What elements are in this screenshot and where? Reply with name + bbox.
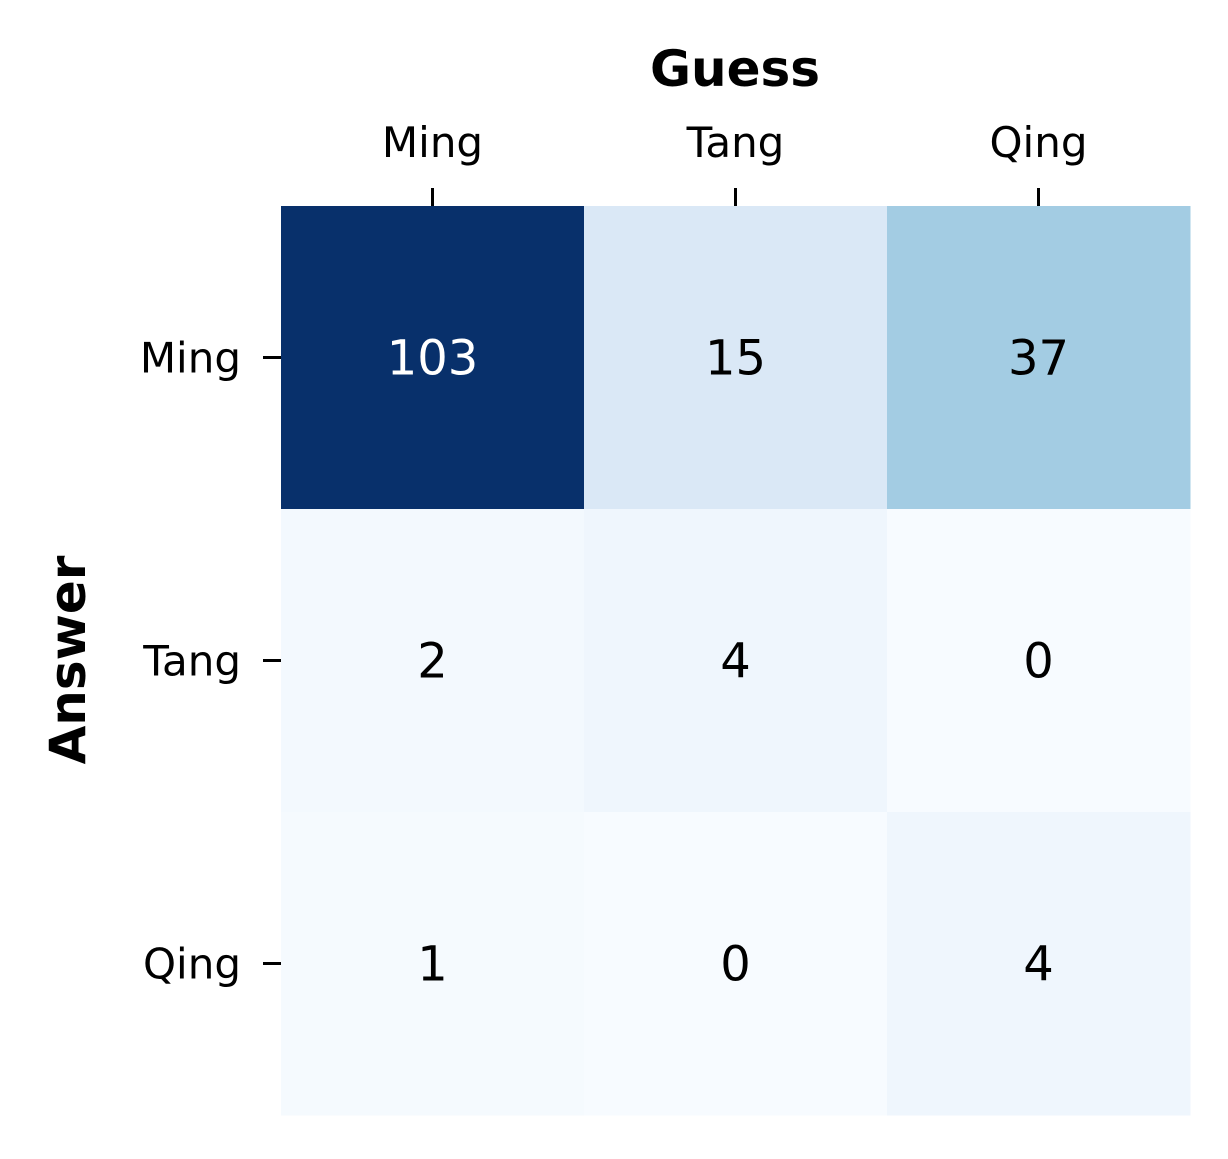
y-tick-label-2: Qing [143,940,241,989]
heatmap-cell-r2-c2 [887,812,1191,1116]
cell-value-label-r2-c1: 0 [720,937,751,993]
cell-value-label-r0-c2: 37 [1008,331,1069,387]
cell-value-label-r0-c1: 15 [705,331,766,387]
x-tick-label-2: Qing [989,118,1087,167]
y-tick-label-0: Ming [140,334,241,383]
cell-value-labels: 103 15 37 2 4 0 1 0 4 [387,331,1069,993]
heatmap-cell-r1-c2 [887,509,1191,813]
x-tick-label-1: Tang [686,118,785,167]
x-tick-label-0: Ming [382,118,483,167]
heatmap-cell-r1-c0 [281,509,585,813]
heatmap-cell-r0-c0 [281,206,585,510]
cell-value-label-r0-c0: 103 [387,331,479,387]
heatmap-cell-r2-c0 [281,812,585,1116]
x-axis-title: Guess [650,40,820,98]
cell-value-label-r2-c2: 4 [1023,937,1054,993]
y-axis-title: Answer [39,555,97,764]
heatmap-cells [281,206,1191,1116]
heatmap-cell-r0-c2 [887,206,1191,510]
y-tick-label-1: Tang [142,637,241,686]
axis-ticks: Ming Tang Qing Ming Tang Qing [140,118,1088,989]
heatmap-cell-r2-c1 [584,812,888,1116]
cell-value-label-r1-c0: 2 [417,634,448,690]
heatmap-cell-r1-c1 [584,509,888,813]
cell-value-label-r1-c1: 4 [720,634,751,690]
heatmap-cell-r0-c1 [584,206,888,510]
cell-value-label-r2-c0: 1 [417,937,448,993]
cell-value-label-r1-c2: 0 [1023,634,1054,690]
